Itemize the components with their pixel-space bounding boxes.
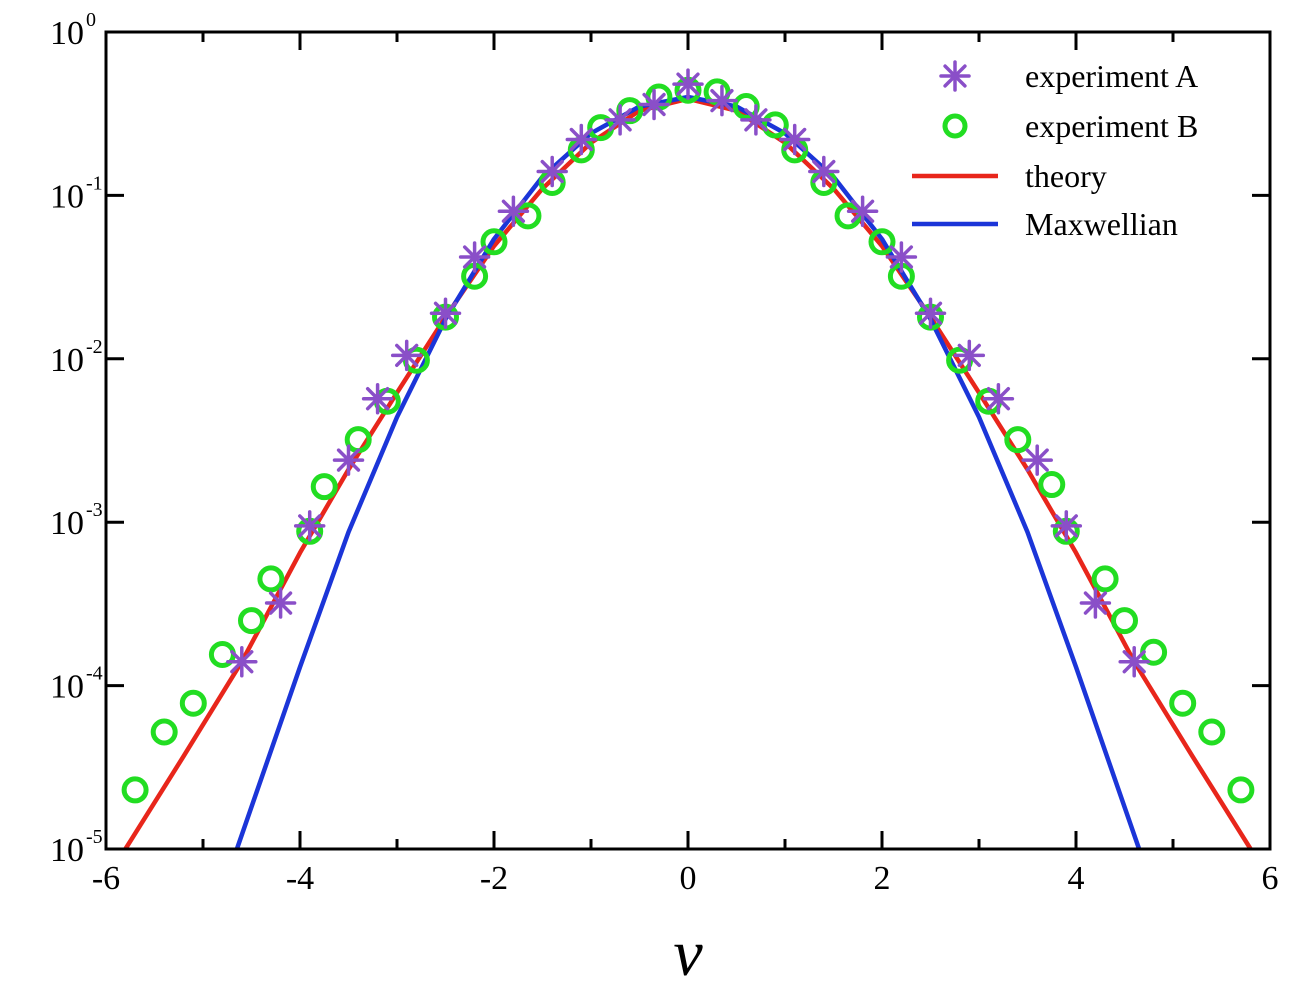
point-experiment-a [706, 84, 738, 117]
point-experiment-b [310, 473, 338, 501]
legend-swatch [939, 60, 971, 92]
y-tick-exponent: -3 [86, 499, 103, 521]
x-tick-label: 4 [1068, 860, 1085, 897]
point-experiment-a [429, 297, 462, 330]
point-experiment-b [1111, 607, 1138, 635]
legend-label: Maxwellian [1025, 206, 1178, 242]
legend-item-experiment-a: experiment A [939, 58, 1198, 94]
y-tick-exponent: -2 [86, 336, 103, 358]
point-experiment-a [361, 382, 394, 415]
point-experiment-b [1091, 565, 1119, 593]
point-experiment-a [778, 123, 811, 156]
y-tick-label: 10 [50, 178, 84, 215]
point-experiment-a [264, 587, 297, 619]
plot-frame [104, 30, 1272, 851]
point-experiment-b [238, 607, 265, 635]
point-experiment-a [458, 241, 491, 273]
point-experiment-b [1140, 638, 1168, 666]
y-tick-exponent: -5 [86, 826, 103, 848]
point-experiment-b [1227, 776, 1255, 804]
point-experiment-a [638, 88, 670, 121]
point-experiment-b [121, 776, 149, 804]
legend-label: theory [1025, 158, 1107, 194]
legend-item-experiment-b: experiment B [942, 108, 1198, 144]
x-tick-label: -6 [92, 860, 120, 897]
point-experiment-b [703, 78, 731, 106]
y-tick-exponent: 0 [86, 9, 96, 31]
point-experiment-a [885, 241, 918, 273]
x-tick-label: -4 [286, 860, 314, 897]
y-tick-label: 10 [50, 669, 84, 706]
legend-item-maxwellian: Maxwellian [912, 206, 1178, 242]
series-layer [121, 68, 1255, 849]
legend-item-theory: theory [912, 158, 1107, 194]
x-tick-label: 2 [874, 860, 891, 897]
series-line-maxwellian [234, 94, 1142, 849]
legend-label: experiment A [1025, 58, 1198, 94]
point-experiment-a [1021, 444, 1053, 476]
point-experiment-b [1169, 689, 1197, 717]
point-experiment-a [808, 155, 840, 188]
x-tick-label: -2 [480, 860, 508, 897]
point-experiment-a [1050, 510, 1083, 542]
point-experiment-a [604, 104, 636, 136]
y-tick-label: 10 [50, 832, 84, 869]
legend-label: experiment B [1025, 108, 1198, 144]
y-tick-exponent: -1 [86, 172, 103, 194]
x-axis-label: v [673, 917, 703, 987]
point-experiment-a [982, 382, 1015, 415]
point-experiment-b [150, 718, 178, 746]
point-experiment-b [761, 111, 789, 139]
point-experiment-b [179, 689, 207, 717]
point-experiment-a [293, 510, 326, 542]
point-experiment-b [1038, 471, 1066, 499]
point-experiment-a [1079, 587, 1112, 619]
x-tick-labels: -6 -4 -2 0 2 4 6 [92, 860, 1279, 897]
legend-swatch [942, 113, 968, 139]
point-experiment-a [1118, 645, 1150, 678]
point-experiment-a [565, 123, 598, 156]
point-experiment-a [846, 195, 879, 227]
point-experiment-a [740, 104, 772, 136]
point-experiment-b [868, 228, 896, 256]
legend: experiment A experiment B theory Maxwellian [912, 58, 1198, 242]
x-tick-label: 0 [680, 860, 697, 897]
y-tick-exponent: -4 [86, 663, 103, 685]
point-experiment-b [1198, 718, 1226, 746]
x-tick-label: 6 [1262, 860, 1279, 897]
point-experiment-a [332, 444, 365, 476]
point-experiment-a [226, 645, 258, 678]
point-experiment-a [536, 155, 568, 188]
y-tick-label: 10 [50, 505, 84, 542]
point-experiment-a [672, 68, 704, 100]
y-tick-label: 10 [50, 342, 84, 379]
point-experiment-a [497, 195, 530, 227]
point-experiment-b [1004, 426, 1032, 454]
point-experiment-b [480, 228, 508, 256]
point-experiment-a [953, 339, 986, 372]
point-experiment-b [257, 565, 285, 593]
y-tick-label: 10 [50, 15, 84, 52]
point-experiment-a [390, 339, 423, 372]
point-experiment-a [914, 297, 947, 330]
